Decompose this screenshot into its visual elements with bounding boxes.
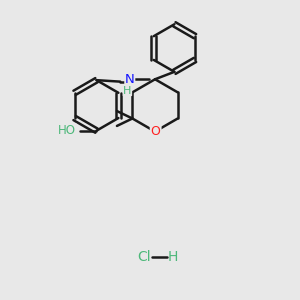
Text: N: N — [125, 73, 135, 86]
Text: HO: HO — [58, 124, 76, 137]
Text: H: H — [123, 85, 132, 96]
Text: Cl: Cl — [137, 250, 151, 264]
Text: H: H — [168, 250, 178, 264]
Text: O: O — [151, 125, 160, 138]
